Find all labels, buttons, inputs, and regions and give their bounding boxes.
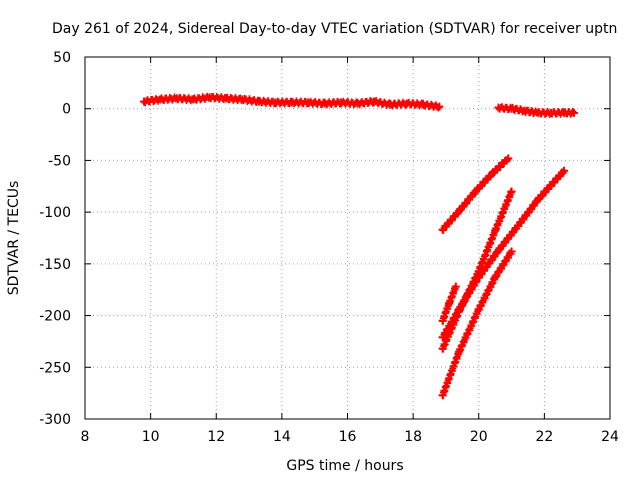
data-point [560, 166, 569, 175]
data-point [507, 187, 516, 196]
series-1 [140, 92, 444, 112]
data-point [336, 98, 345, 107]
y-tick-label: -200 [39, 309, 71, 325]
series-5 [438, 247, 516, 400]
x-axis-label: GPS time / hours [286, 458, 403, 474]
x-tick-label: 10 [142, 429, 160, 445]
data-point [504, 154, 513, 163]
y-tick-label: -50 [48, 153, 71, 169]
y-tick-label: -100 [39, 205, 71, 221]
y-tick-label: -250 [39, 360, 71, 376]
series-6 [438, 166, 569, 342]
data-point [402, 99, 411, 108]
data-point [455, 305, 464, 314]
y-tick-label: -300 [39, 412, 71, 428]
data-point [418, 100, 427, 109]
data-point [189, 95, 198, 104]
series-7 [438, 282, 460, 325]
series-2 [494, 103, 578, 118]
x-tick-label: 22 [535, 429, 553, 445]
data-point [353, 99, 362, 108]
data-point [438, 316, 447, 325]
data-point [491, 226, 500, 235]
data-point [271, 98, 280, 107]
y-tick-label: 50 [53, 50, 71, 66]
ticks: 8 10 12 14 16 18 20 22 24 50 0 -50 -100 -150 -200 -250 -… [39, 50, 619, 445]
data-point [491, 273, 500, 282]
data-point [451, 282, 460, 291]
data-point [369, 97, 378, 106]
data-point [435, 102, 444, 111]
y-axis-label: SDTVAR / TECUs [6, 181, 22, 296]
data-point [438, 333, 447, 342]
y-tick-label: 0 [62, 102, 71, 118]
data-point [455, 207, 464, 216]
data-point [474, 273, 483, 282]
data-point [438, 344, 447, 353]
x-tick-label: 14 [273, 429, 291, 445]
data-point [474, 305, 483, 314]
series-3 [438, 154, 513, 234]
chart-title: Day 261 of 2024, Sidereal Day-to-day VTE… [52, 21, 617, 37]
data-point [304, 98, 313, 107]
data-point [560, 108, 569, 117]
data-point [254, 97, 263, 106]
data-point [445, 299, 454, 308]
data-point [507, 247, 516, 256]
x-tick-label: 12 [207, 429, 225, 445]
data-point [455, 347, 464, 356]
data-point [533, 108, 542, 117]
data-point [520, 106, 529, 115]
data-point [569, 108, 578, 117]
x-tick-label: 16 [339, 429, 357, 445]
data-point [494, 246, 503, 255]
x-tick-label: 18 [404, 429, 422, 445]
data-point [494, 103, 503, 112]
x-tick-label: 20 [470, 429, 488, 445]
data-point [514, 221, 523, 230]
data-point [533, 195, 542, 204]
series-layer [140, 92, 578, 400]
x-tick-label: 24 [601, 429, 619, 445]
data-point [222, 94, 231, 103]
data-point [471, 187, 480, 196]
data-point [287, 98, 296, 107]
data-point [205, 93, 214, 102]
data-point [172, 94, 181, 103]
data-point [438, 391, 447, 400]
data-point [140, 97, 149, 106]
data-point [238, 95, 247, 104]
y-tick-label: -150 [39, 257, 71, 273]
data-point [546, 108, 555, 117]
data-point [438, 225, 447, 234]
data-point [386, 100, 395, 109]
data-point [487, 169, 496, 178]
x-tick-label: 8 [81, 429, 90, 445]
data-point [320, 99, 329, 108]
data-point [156, 95, 165, 104]
series-6-points [439, 167, 568, 342]
data-point [507, 104, 516, 113]
